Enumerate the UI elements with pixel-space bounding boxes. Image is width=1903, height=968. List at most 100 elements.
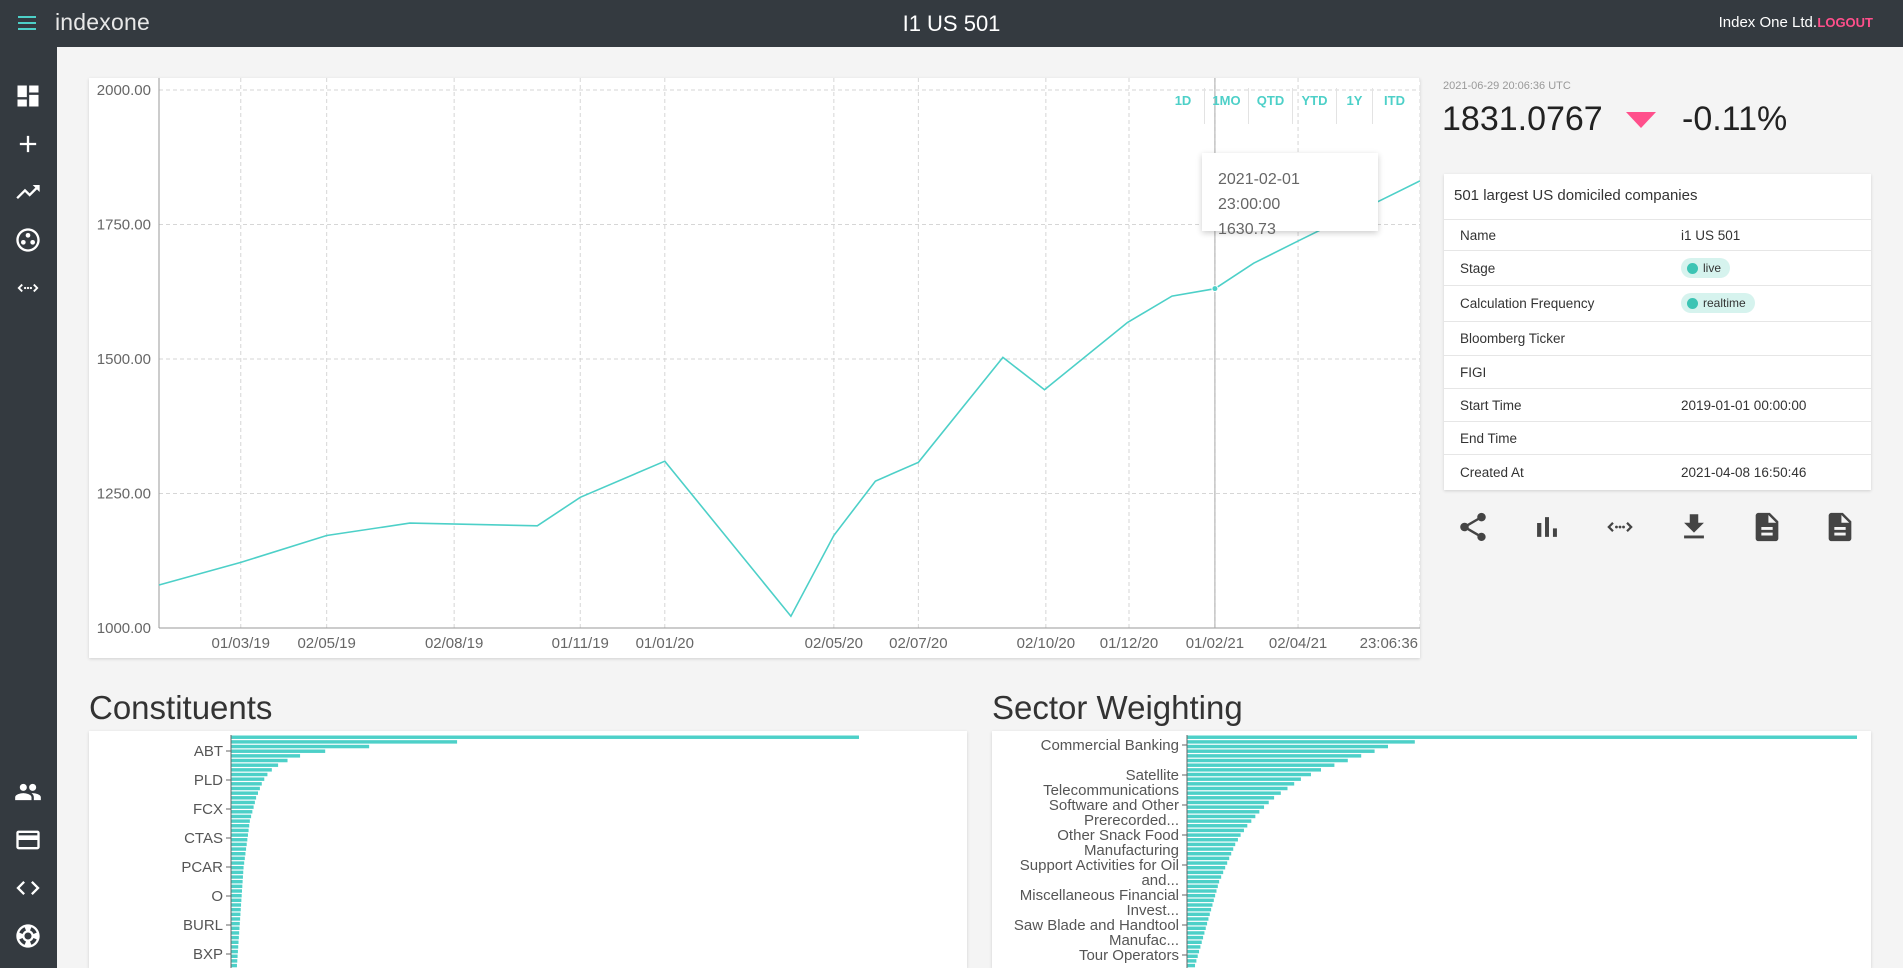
bar[interactable] — [1187, 791, 1281, 795]
bar[interactable] — [1187, 907, 1212, 912]
bar[interactable] — [231, 791, 259, 795]
document-alt-icon[interactable] — [1823, 510, 1857, 544]
bar[interactable] — [231, 921, 240, 926]
bar[interactable] — [231, 959, 238, 963]
bar[interactable] — [231, 917, 241, 921]
bar[interactable] — [231, 889, 242, 893]
bar[interactable] — [1187, 903, 1213, 907]
api-icon[interactable] — [1603, 510, 1637, 544]
bar[interactable] — [1187, 842, 1236, 847]
add-icon[interactable] — [14, 130, 42, 158]
bar[interactable] — [1187, 954, 1198, 958]
bar[interactable] — [231, 879, 243, 884]
bar[interactable] — [1187, 959, 1197, 963]
bar[interactable] — [1187, 824, 1248, 828]
range-button-1y[interactable]: 1Y — [1337, 88, 1373, 124]
bar[interactable] — [231, 824, 250, 828]
bar[interactable] — [231, 842, 247, 847]
bar[interactable] — [1187, 819, 1252, 823]
bar[interactable] — [231, 931, 240, 935]
bar[interactable] — [231, 763, 279, 767]
bar[interactable] — [1187, 856, 1230, 861]
bar[interactable] — [231, 865, 244, 870]
bar[interactable] — [231, 814, 252, 819]
bar[interactable] — [1187, 763, 1335, 767]
bar[interactable] — [231, 893, 242, 898]
bar[interactable] — [1187, 749, 1375, 753]
bar[interactable] — [1187, 940, 1202, 944]
bar[interactable] — [231, 856, 245, 861]
bar[interactable] — [231, 852, 246, 856]
bar[interactable] — [1187, 754, 1362, 758]
bar[interactable] — [1187, 945, 1201, 949]
bar[interactable] — [1187, 861, 1228, 865]
bar[interactable] — [1187, 912, 1210, 917]
bar[interactable] — [231, 935, 239, 940]
people-icon[interactable] — [14, 778, 42, 806]
bar[interactable] — [231, 838, 248, 842]
bar[interactable] — [1187, 735, 1857, 739]
group-work-icon[interactable] — [14, 226, 42, 254]
bar[interactable] — [1187, 879, 1220, 884]
bar[interactable] — [1187, 838, 1238, 842]
bar[interactable] — [231, 768, 272, 772]
bar[interactable] — [1187, 810, 1260, 814]
bar[interactable] — [231, 754, 301, 758]
range-button-qtd[interactable]: QTD — [1249, 88, 1293, 124]
bar[interactable] — [1187, 917, 1209, 921]
bar[interactable] — [1187, 777, 1301, 781]
bar[interactable] — [1187, 740, 1415, 744]
bar[interactable] — [231, 898, 242, 903]
bar[interactable] — [1187, 800, 1269, 805]
bar[interactable] — [231, 749, 326, 753]
constituents-bar-chart[interactable]: ABT PLD FCX CTAS PCAR O BURL BXP — [89, 731, 967, 968]
bar[interactable] — [231, 777, 265, 781]
bar[interactable] — [231, 884, 243, 889]
code-icon[interactable] — [14, 874, 42, 902]
bar[interactable] — [231, 796, 257, 800]
bar[interactable] — [1187, 786, 1288, 791]
share-icon[interactable] — [1456, 510, 1490, 544]
bar[interactable] — [1187, 805, 1265, 809]
bar[interactable] — [1187, 847, 1234, 851]
dashboard-icon[interactable] — [14, 82, 42, 110]
bar[interactable] — [1187, 744, 1388, 749]
bar[interactable] — [231, 907, 241, 912]
bar[interactable] — [231, 782, 262, 786]
bar[interactable] — [1187, 870, 1224, 875]
logout-button[interactable]: LOGOUT — [1817, 15, 1873, 30]
bar[interactable] — [231, 819, 250, 823]
bar[interactable] — [1187, 852, 1232, 856]
bar[interactable] — [1187, 921, 1208, 926]
sector-bar-chart[interactable]: Commercial Banking Satellite Telecommunica… — [992, 731, 1871, 968]
range-button-ytd[interactable]: YTD — [1293, 88, 1337, 124]
bar[interactable] — [231, 912, 241, 917]
bar[interactable] — [231, 870, 244, 875]
download-icon[interactable] — [1677, 510, 1711, 544]
bar[interactable] — [231, 949, 238, 954]
bar[interactable] — [231, 740, 458, 744]
bar[interactable] — [231, 945, 239, 949]
bar[interactable] — [231, 744, 370, 749]
menu-icon[interactable] — [14, 12, 42, 34]
bar[interactable] — [1187, 782, 1295, 786]
bar[interactable] — [231, 805, 254, 809]
credit-card-icon[interactable] — [14, 826, 42, 854]
price-line-chart[interactable]: 2000.00 1750.00 1500.00 1250.00 1000.00 01/03… — [89, 78, 1420, 658]
bar[interactable] — [231, 861, 245, 865]
bar[interactable] — [231, 954, 238, 958]
bar[interactable] — [1187, 865, 1226, 870]
trending-up-icon[interactable] — [14, 178, 42, 206]
bar[interactable] — [1187, 772, 1311, 777]
api-icon[interactable] — [14, 274, 42, 302]
bar[interactable] — [1187, 931, 1205, 935]
bar[interactable] — [231, 772, 268, 777]
bar[interactable] — [1187, 893, 1216, 898]
bar[interactable] — [231, 833, 248, 837]
brand-logo[interactable]: indexone — [55, 9, 150, 35]
bar[interactable] — [231, 810, 253, 814]
bar[interactable] — [231, 963, 237, 968]
bar[interactable] — [231, 735, 859, 739]
range-button-1mo[interactable]: 1MO — [1205, 88, 1249, 124]
bar[interactable] — [1187, 875, 1222, 879]
